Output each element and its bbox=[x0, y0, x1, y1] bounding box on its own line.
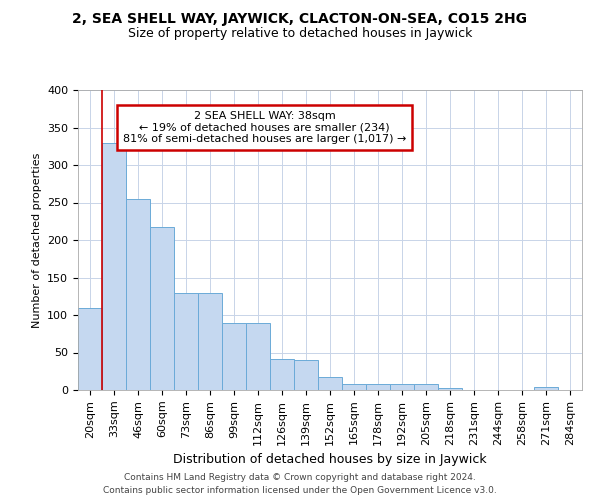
Bar bbox=[414, 384, 438, 390]
Bar bbox=[342, 384, 366, 390]
Text: 2, SEA SHELL WAY, JAYWICK, CLACTON-ON-SEA, CO15 2HG: 2, SEA SHELL WAY, JAYWICK, CLACTON-ON-SE… bbox=[73, 12, 527, 26]
Bar bbox=[102, 142, 126, 390]
X-axis label: Distribution of detached houses by size in Jaywick: Distribution of detached houses by size … bbox=[173, 453, 487, 466]
Bar bbox=[294, 360, 318, 390]
Bar bbox=[222, 322, 246, 390]
Text: Contains public sector information licensed under the Open Government Licence v3: Contains public sector information licen… bbox=[103, 486, 497, 495]
Bar bbox=[174, 292, 198, 390]
Bar bbox=[150, 226, 174, 390]
Bar bbox=[126, 198, 150, 390]
Bar bbox=[390, 384, 414, 390]
Bar bbox=[366, 384, 390, 390]
Bar bbox=[318, 377, 342, 390]
Bar bbox=[438, 388, 462, 390]
Text: Contains HM Land Registry data © Crown copyright and database right 2024.: Contains HM Land Registry data © Crown c… bbox=[124, 472, 476, 482]
Text: Size of property relative to detached houses in Jaywick: Size of property relative to detached ho… bbox=[128, 28, 472, 40]
Bar bbox=[534, 387, 558, 390]
Text: 2 SEA SHELL WAY: 38sqm
← 19% of detached houses are smaller (234)
81% of semi-de: 2 SEA SHELL WAY: 38sqm ← 19% of detached… bbox=[123, 111, 406, 144]
Bar bbox=[270, 358, 294, 390]
Y-axis label: Number of detached properties: Number of detached properties bbox=[32, 152, 41, 328]
Bar bbox=[198, 292, 222, 390]
Bar bbox=[246, 322, 270, 390]
Bar bbox=[78, 308, 102, 390]
